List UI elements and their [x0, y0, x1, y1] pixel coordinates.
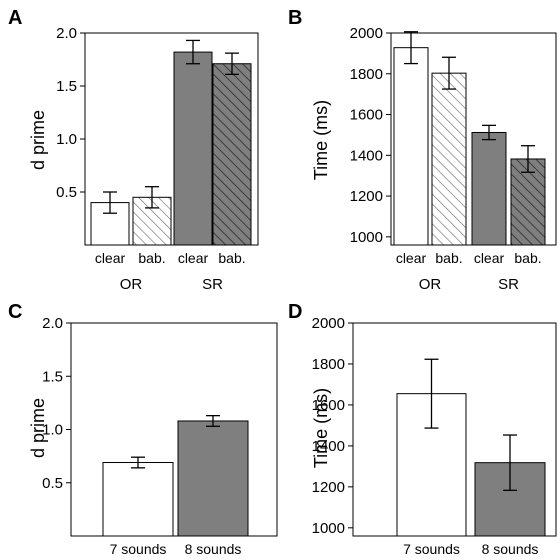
category-label: clear: [178, 250, 209, 266]
y-tick-label: 1.5: [42, 368, 63, 385]
y-tick-label: 2.0: [42, 315, 63, 332]
y-tick-label: 0.5: [42, 475, 63, 492]
category-label: 8 sounds: [482, 541, 539, 557]
error-bar-3: [186, 39, 200, 65]
y-tick-label: 1.0: [42, 422, 63, 439]
error-bar-1: [404, 31, 418, 65]
y-tick-label: 2.0: [56, 25, 77, 42]
bar-4: [212, 63, 252, 246]
y-axis-title: d prime: [28, 110, 48, 170]
category-label: 7 sounds: [403, 541, 460, 557]
category-label: clear: [396, 250, 427, 266]
y-tick-label: 1000: [312, 520, 345, 537]
y-axis-title: d prime: [28, 398, 48, 458]
panel-d: D Time (ms) 1000 1200 1400 1600 1800 2000 7 soun…: [288, 301, 557, 557]
error-bar-2: [503, 434, 517, 491]
category-label: bab.: [514, 250, 541, 266]
plot-frame: [390, 32, 557, 246]
panel-letter: C: [8, 301, 22, 323]
y-tick-label: 1600: [350, 107, 383, 124]
category-label: bab.: [435, 250, 462, 266]
y-tick-label: 1.5: [56, 78, 77, 95]
category-label: bab.: [218, 250, 245, 266]
y-tick-label: 1400: [350, 147, 383, 164]
y-tick-label: 1600: [312, 397, 345, 414]
category-label: clear: [95, 250, 126, 266]
panel-a: Ad prime 0.5 1.0 1.5 2.0 clear bab. clear bab. OR…: [8, 7, 259, 293]
bar-1: [393, 47, 429, 246]
panel-letter: B: [288, 7, 302, 29]
y-tick-label: 2000: [350, 25, 383, 42]
bar-3: [173, 51, 213, 246]
panel-c: Cd prime 0.5 1.0 1.5 2.0 7 sounds 8 sounds: [8, 301, 278, 557]
error-bar-4: [225, 52, 239, 75]
y-tick-label: 1200: [312, 479, 345, 496]
bar-3: [471, 131, 507, 246]
panel-letter: A: [8, 7, 22, 29]
error-bar-1: [424, 358, 439, 429]
category-label: 8 sounds: [185, 541, 242, 557]
y-axis-title: Time (ms): [311, 100, 331, 180]
y-tick-label: 1000: [350, 229, 383, 246]
group-label: SR: [498, 276, 519, 293]
plot-frame: [70, 322, 278, 537]
panel-letter: D: [288, 301, 302, 323]
plot-frame: [352, 322, 557, 537]
y-tick-label: 0.5: [56, 184, 77, 201]
y-tick-label: 1200: [350, 188, 383, 205]
error-bar-2: [145, 186, 159, 209]
y-axis-title: Time (ms): [311, 388, 331, 468]
category-label: clear: [474, 250, 505, 266]
error-bar-1: [103, 191, 117, 214]
y-tick-label: 1800: [350, 66, 383, 83]
group-label: OR: [419, 276, 442, 293]
y-tick-label: 1400: [312, 438, 345, 455]
category-label: 7 sounds: [110, 541, 167, 557]
group-label: SR: [202, 276, 223, 293]
error-bar-2: [206, 415, 220, 427]
y-tick-label: 1800: [312, 356, 345, 373]
bar-1: [102, 462, 174, 537]
error-bar-1: [131, 456, 145, 469]
y-tick-label: 2000: [312, 315, 345, 332]
bar-2: [177, 420, 249, 537]
group-label: OR: [120, 276, 143, 293]
error-bar-3: [482, 124, 496, 141]
category-label: bab.: [138, 250, 165, 266]
y-tick-label: 1.0: [56, 131, 77, 148]
bar-2: [431, 72, 467, 246]
error-bar-2: [442, 56, 456, 90]
error-bar-4: [521, 145, 535, 173]
plot-frame: [84, 32, 259, 246]
